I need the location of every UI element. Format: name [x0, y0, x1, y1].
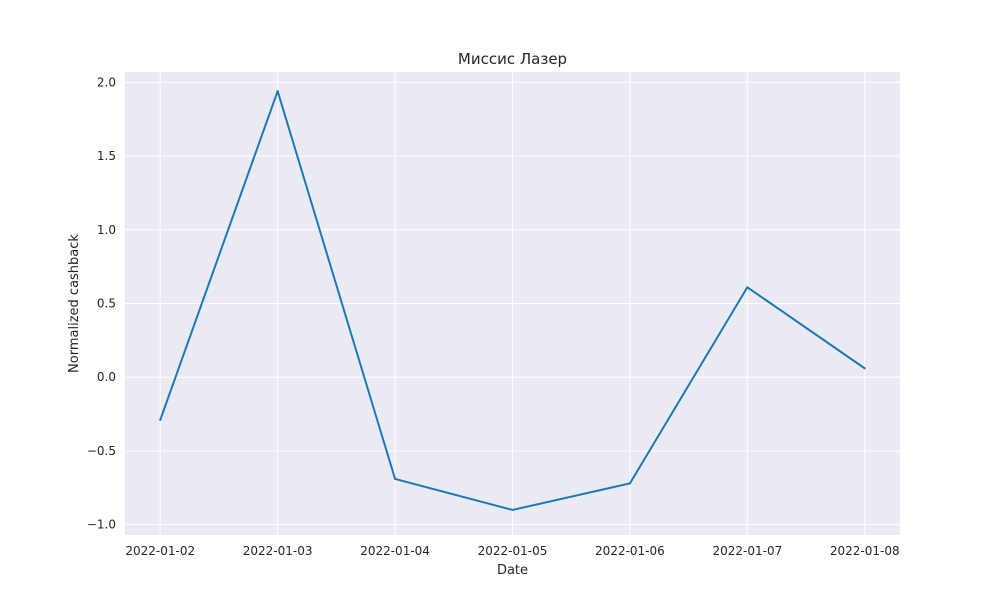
x-tick-label: 2022-01-03: [243, 544, 313, 558]
y-axis-label: Normalized cashback: [67, 234, 82, 373]
x-tick-label: 2022-01-04: [360, 544, 430, 558]
data-point: [863, 367, 866, 370]
x-tick-label: 2022-01-08: [830, 544, 900, 558]
data-point: [394, 477, 397, 480]
data-point: [746, 286, 749, 289]
series-layer: [159, 90, 866, 511]
y-tick-label: 2.0: [97, 75, 116, 89]
data-point: [276, 90, 279, 93]
grid-lines: [125, 72, 900, 535]
y-tick-label: −1.0: [87, 518, 116, 532]
y-tick-label: 1.5: [97, 149, 116, 163]
x-tick-label: 2022-01-06: [595, 544, 665, 558]
y-tick-label: 0.5: [97, 297, 116, 311]
y-tick-label: −0.5: [87, 444, 116, 458]
x-tick-label: 2022-01-07: [712, 544, 782, 558]
y-tick-label: 0.0: [97, 370, 116, 384]
y-tick-label: 1.0: [97, 223, 116, 237]
data-point: [511, 508, 514, 511]
x-axis-label: Date: [497, 563, 528, 578]
x-tick-label: 2022-01-02: [125, 544, 195, 558]
data-point: [628, 482, 631, 485]
chart-title: Миссис Лазер: [458, 50, 567, 68]
y-axis: −1.0 −0.5 0.0 0.5 1.0 1.5 2.0: [87, 75, 116, 531]
data-point: [159, 418, 162, 421]
x-axis: 2022-01-02 2022-01-03 2022-01-04 2022-01-05…: [125, 544, 899, 558]
x-tick-label: 2022-01-05: [478, 544, 548, 558]
